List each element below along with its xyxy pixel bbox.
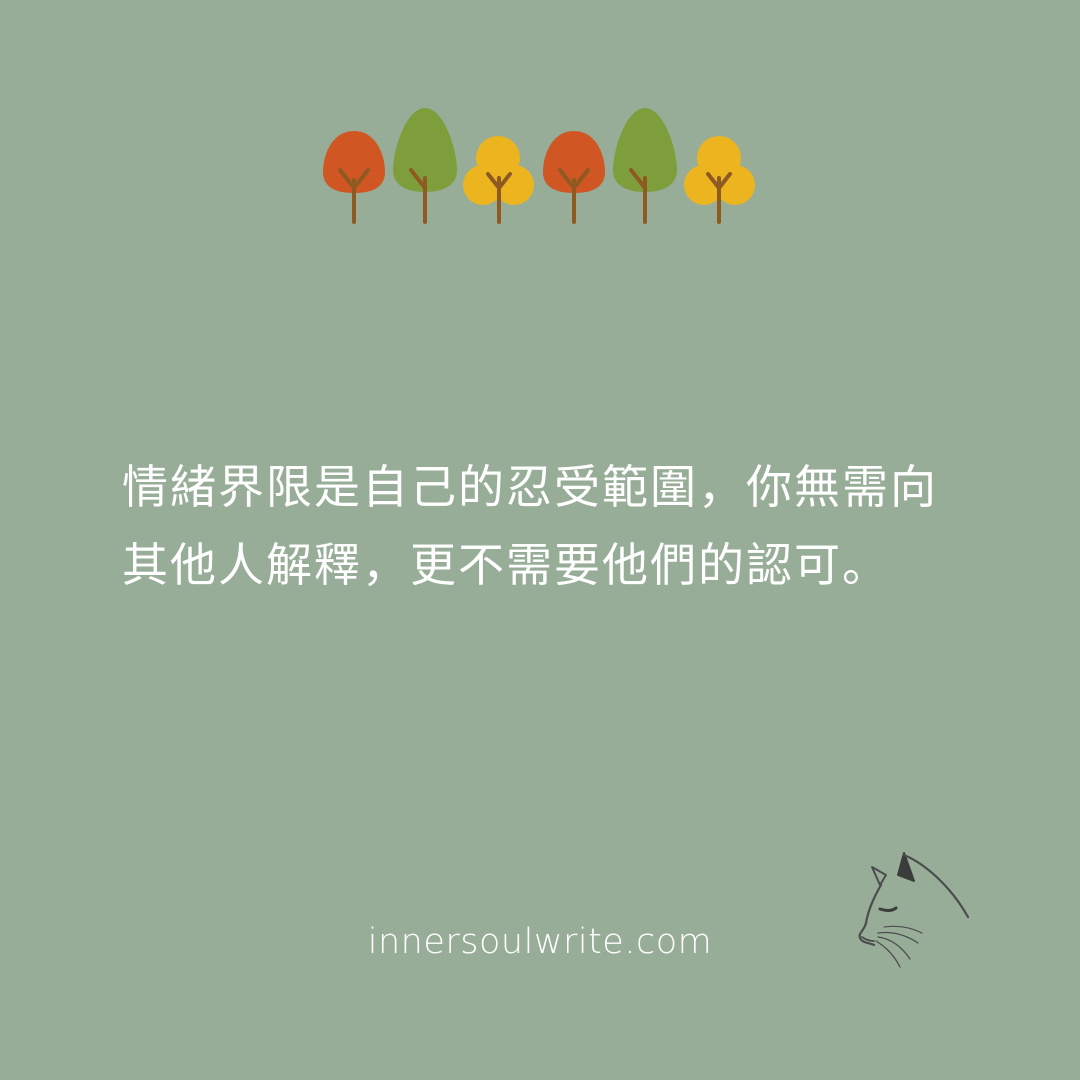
website-url: innersoulwrite.com — [367, 922, 713, 962]
tree-yellow-icon — [463, 136, 534, 224]
tree-yellow-icon — [684, 136, 755, 224]
quote-text: 情緒界限是自己的忍受範圍，你無需向其他人解釋，更不需要他們的認可。 — [122, 460, 938, 592]
tree-orange-icon — [323, 131, 385, 224]
tree-green-icon — [393, 108, 457, 224]
cat-line-art-icon — [858, 852, 970, 968]
tree-orange-icon — [543, 131, 605, 224]
tree-row — [323, 108, 755, 224]
tree-green-icon — [613, 108, 677, 224]
